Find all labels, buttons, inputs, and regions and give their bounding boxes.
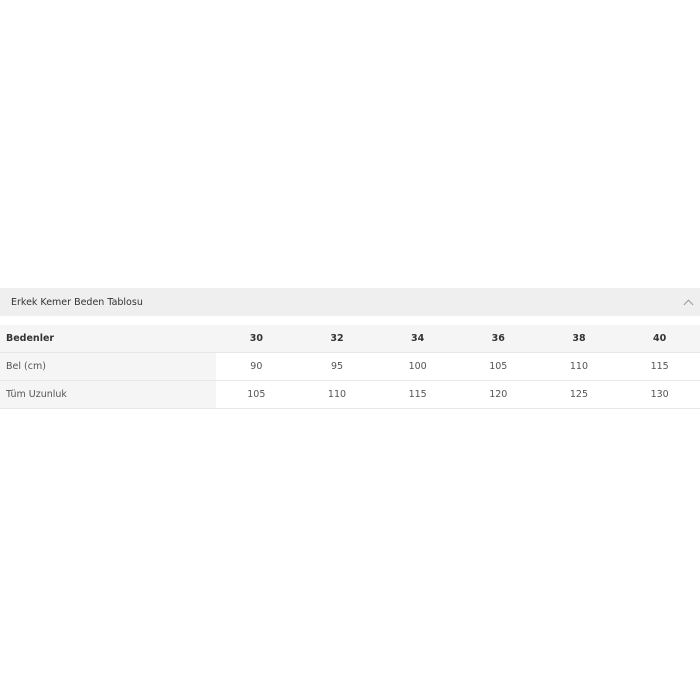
table-cell: 125	[538, 380, 620, 409]
table-cell: 90	[216, 352, 297, 381]
table-cell: 130	[619, 380, 700, 409]
size-header: 30	[216, 325, 297, 353]
size-header: 32	[296, 325, 378, 353]
table-cell: 110	[296, 380, 378, 409]
size-table: Bedenler 30 32 34 36 38 40 Bel (cm) 90 9…	[0, 325, 700, 409]
accordion-title: Erkek Kemer Beden Tablosu	[11, 296, 143, 308]
size-header: 36	[457, 325, 539, 353]
table-cell: 115	[377, 380, 458, 409]
row-label: Bel (cm)	[0, 352, 216, 381]
size-header: 38	[538, 325, 620, 353]
size-header: 34	[377, 325, 458, 353]
accordion-header[interactable]: Erkek Kemer Beden Tablosu	[0, 288, 700, 316]
row-label: Tüm Uzunluk	[0, 380, 216, 409]
header-label: Bedenler	[0, 325, 216, 353]
table-cell: 110	[538, 352, 620, 381]
table-row: Bel (cm) 90 95 100 105 110 115	[0, 352, 700, 381]
chevron-up-icon[interactable]	[683, 299, 694, 309]
table-cell: 95	[296, 352, 378, 381]
size-header: 40	[619, 325, 700, 353]
table-cell: 100	[377, 352, 458, 381]
table-header-row: Bedenler 30 32 34 36 38 40	[0, 325, 700, 353]
table-cell: 120	[457, 380, 539, 409]
table-cell: 105	[216, 380, 297, 409]
table-cell: 105	[457, 352, 539, 381]
table-row: Tüm Uzunluk 105 110 115 120 125 130	[0, 380, 700, 409]
table-cell: 115	[619, 352, 700, 381]
